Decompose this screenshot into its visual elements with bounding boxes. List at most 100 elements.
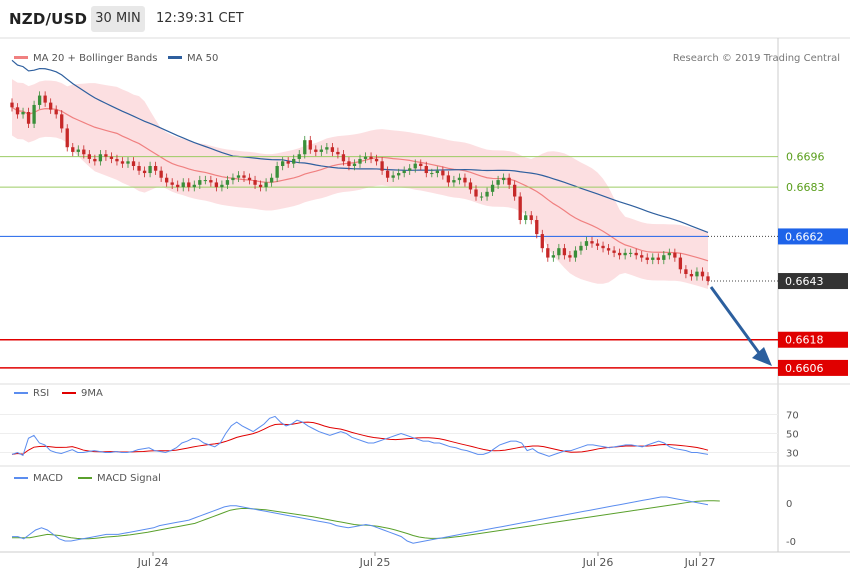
candle-body [678, 257, 683, 270]
candle-body [26, 112, 31, 124]
macd-tick: 0 [786, 499, 792, 510]
bollinger-bands [12, 79, 708, 290]
candle-body [684, 269, 688, 274]
candle-body [579, 245, 583, 251]
candle-body [501, 177, 506, 181]
candle-body [441, 170, 445, 176]
candle-body [225, 180, 230, 185]
candle-body [634, 252, 638, 256]
macd-tick: -0 [786, 537, 796, 548]
candle-body [181, 182, 185, 188]
candle-body [419, 163, 423, 166]
candle-body [253, 180, 257, 185]
candle-body [148, 166, 152, 174]
candle-body [82, 149, 86, 155]
candle-body [629, 252, 633, 254]
candle-body [557, 248, 561, 256]
ma50-line [11, 59, 709, 234]
rsi-line [11, 415, 709, 457]
candle-body [65, 128, 69, 148]
candle-body [413, 163, 417, 169]
candle-body [314, 149, 318, 152]
candle-body [264, 182, 268, 188]
candle-body [220, 184, 224, 188]
candle-body [32, 104, 36, 124]
candle-body [518, 196, 522, 220]
candle-body [435, 170, 439, 174]
macd-legend-swatch [14, 477, 28, 479]
candle-body [308, 140, 312, 150]
candle-body [673, 252, 677, 258]
candle-body [120, 161, 125, 164]
macd-signal-line [12, 500, 720, 540]
x-tick-label: Jul 27 [684, 556, 716, 569]
candle-body [457, 177, 462, 181]
symbol-title: NZD/USD [9, 10, 88, 28]
timeframe-badge[interactable]: 30 MIN [91, 6, 145, 32]
candle-body [109, 156, 114, 159]
rsi-legend-swatch [14, 392, 28, 394]
macd-signal-legend-swatch [78, 477, 92, 479]
rsi-ma-legend-label: 9MA [81, 388, 103, 399]
candle-body [43, 95, 47, 103]
ma50-legend-swatch [168, 56, 182, 59]
candle-body [397, 173, 401, 176]
candle-body [236, 175, 241, 178]
support-label: 0.6683 [786, 181, 825, 194]
candle-body [507, 177, 511, 185]
candle-body [590, 241, 594, 244]
ma20-legend-label: MA 20 + Bollinger Bands [33, 53, 157, 64]
candle-body [242, 175, 246, 178]
chart-header: NZD/USD 30 MIN 12:39:31 CET [0, 0, 850, 38]
candle-body [452, 180, 456, 183]
target-label: 0.6618 [785, 334, 824, 347]
target-badge [778, 331, 848, 348]
candle-body [568, 255, 572, 258]
rsi-legend-label: RSI [33, 388, 49, 399]
candle-body [468, 182, 473, 190]
candle-body [165, 177, 169, 183]
rsi-tick: 30 [786, 449, 799, 460]
candle-body [524, 215, 528, 220]
candle-body [76, 149, 80, 152]
candle-body [319, 149, 323, 152]
candle-body [595, 243, 600, 246]
candle-body [247, 177, 252, 181]
candle-body [601, 245, 605, 249]
candle-body [336, 151, 340, 155]
candle-body [385, 170, 390, 178]
candle-body [15, 107, 20, 115]
candle-body [667, 252, 671, 256]
candle-body [540, 234, 544, 249]
candle-body [562, 248, 567, 256]
macd-signal-legend-label: MACD Signal [97, 473, 161, 484]
candle-body [352, 163, 357, 166]
candle-body [153, 166, 158, 171]
rsi-tick: 50 [786, 430, 799, 441]
candle-body [656, 257, 660, 260]
candle-body [142, 170, 147, 174]
macd-legend-label: MACD [33, 473, 63, 484]
candle-body [446, 175, 451, 183]
candle-body [463, 177, 467, 183]
candle-body [60, 114, 64, 129]
research-credit: Research © 2019 Trading Central [673, 53, 840, 64]
candle-body [535, 220, 539, 235]
candle-body [159, 170, 163, 178]
candle-body [231, 177, 235, 181]
candle-body [369, 156, 373, 159]
candle-body [391, 175, 395, 178]
candle-body [606, 248, 611, 251]
candle-body [645, 257, 649, 260]
candle-body [363, 156, 368, 159]
candle-body [546, 248, 550, 258]
candle-body [104, 154, 108, 157]
candle-body [689, 274, 694, 277]
forecast-arrow-head [752, 347, 772, 366]
candle-body [98, 154, 103, 162]
candle-body [380, 161, 384, 171]
forecast-arrow [709, 286, 764, 358]
current-price-label: 0.6643 [785, 275, 824, 288]
candle-body [496, 180, 500, 185]
